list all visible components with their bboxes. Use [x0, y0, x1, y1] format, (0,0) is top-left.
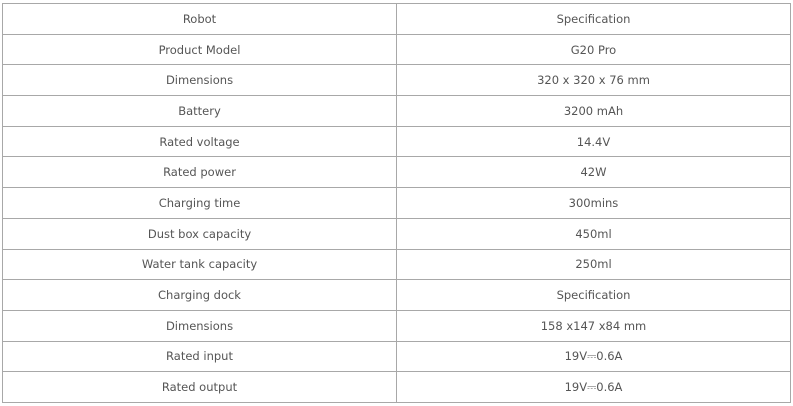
table-row: Rated voltage 14.4V — [2, 125, 791, 158]
table-row: Battery 3200 mAh — [2, 95, 791, 127]
table-row: Water tank capacity 250ml — [2, 248, 791, 281]
spec-label-cell: Robot — [2, 3, 397, 35]
table-row: Charging time 300mins — [2, 187, 791, 219]
spec-label-cell: Dimensions — [2, 64, 397, 97]
spec-label-cell: Water tank capacity — [2, 248, 397, 281]
spec-label-cell: Charging time — [2, 187, 397, 219]
spec-label-cell: Product Model — [2, 33, 397, 66]
spec-value-cell: 250ml — [396, 248, 791, 281]
spec-value-cell: Specification — [396, 279, 791, 311]
spec-value-cell: 158 x147 x84 mm — [396, 309, 791, 342]
table-row: Dimensions 158 x147 x84 mm — [2, 309, 791, 342]
table-row: Rated output 19V⎓0.6A — [2, 371, 791, 403]
spec-label-cell: Rated power — [2, 156, 397, 189]
spec-value-cell: Specification — [396, 3, 791, 35]
spec-value-cell: 450ml — [396, 217, 791, 250]
spec-label-cell: Charging dock — [2, 279, 397, 311]
spec-label-cell: Rated output — [2, 371, 397, 403]
spec-label-cell: Rated input — [2, 340, 397, 373]
spec-value-cell: 19V⎓0.6A — [396, 340, 791, 373]
spec-value-cell: 14.4V — [396, 125, 791, 158]
table-row: Robot Specification — [2, 3, 791, 35]
table-row: Charging dock Specification — [2, 279, 791, 311]
table-row: Rated power 42W — [2, 156, 791, 189]
spec-table: Robot Specification Product Model G20 Pro Di… — [2, 3, 791, 403]
table-row: Product Model G20 Pro — [2, 33, 791, 66]
table-row: Dust box capacity 450ml — [2, 217, 791, 250]
spec-value-cell: 300mins — [396, 187, 791, 219]
spec-label-cell: Battery — [2, 95, 397, 127]
table-row: Rated input 19V⎓0.6A — [2, 340, 791, 373]
spec-table-body: Robot Specification Product Model G20 Pro Di… — [2, 3, 791, 403]
spec-value-cell: G20 Pro — [396, 33, 791, 66]
spec-value-cell: 42W — [396, 156, 791, 189]
spec-value-cell: 3200 mAh — [396, 95, 791, 127]
spec-label-cell: Dimensions — [2, 309, 397, 342]
spec-label-cell: Dust box capacity — [2, 217, 397, 250]
table-row: Dimensions 320 x 320 x 76 mm — [2, 64, 791, 97]
spec-value-cell: 320 x 320 x 76 mm — [396, 64, 791, 97]
spec-label-cell: Rated voltage — [2, 125, 397, 158]
spec-value-cell: 19V⎓0.6A — [396, 371, 791, 403]
